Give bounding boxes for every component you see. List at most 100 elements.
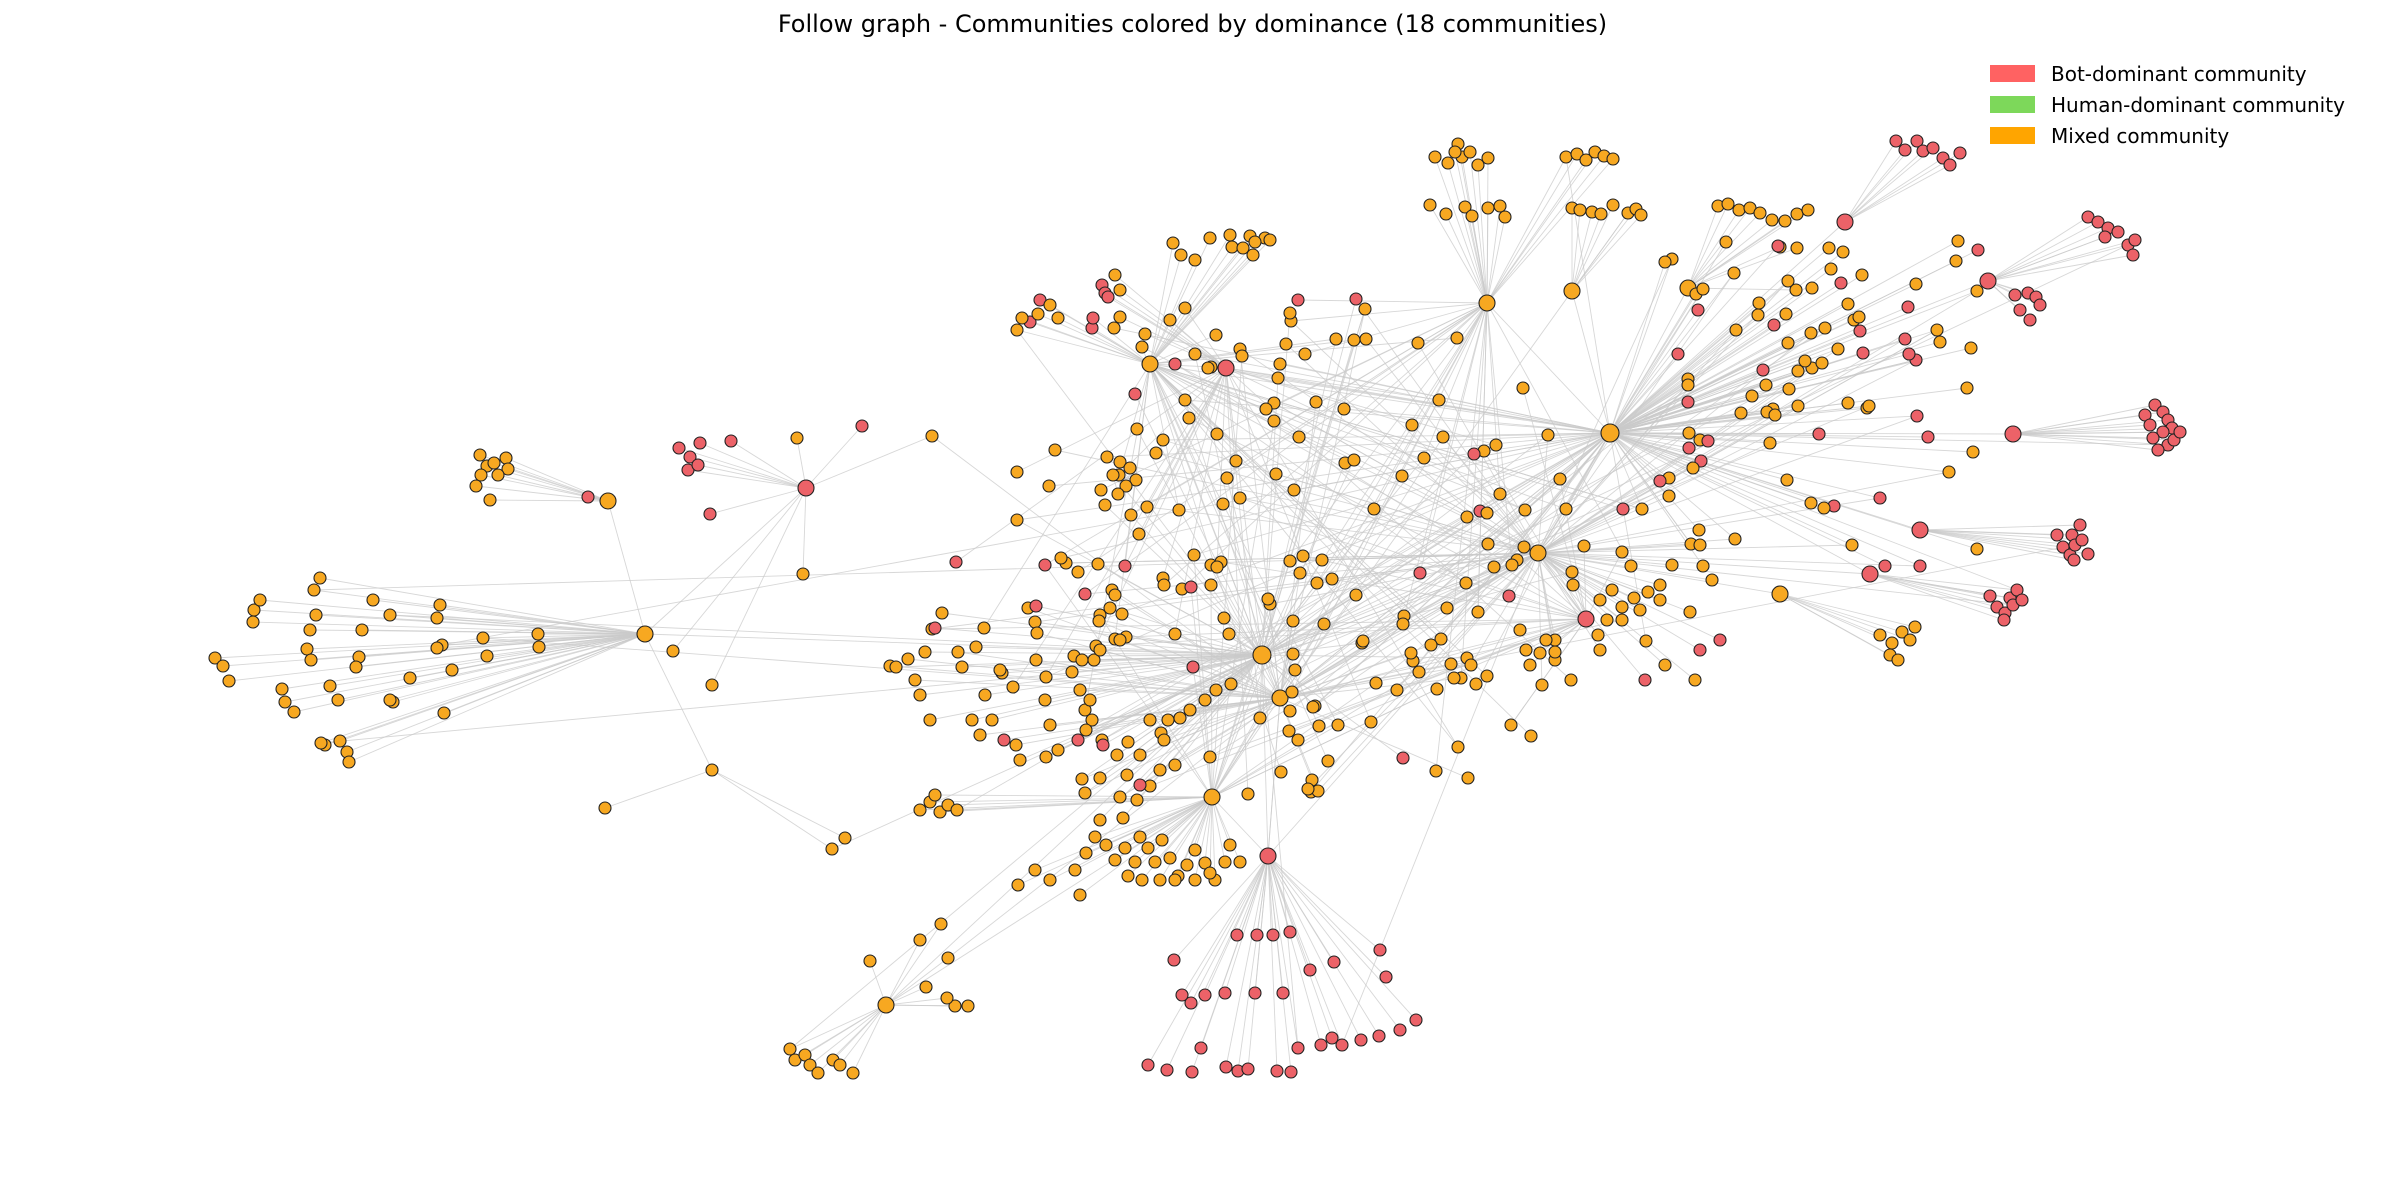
mixed-community-node <box>1960 381 1974 395</box>
mixed-community-node <box>1075 653 1089 667</box>
mixed-community-node <box>1564 673 1578 687</box>
mixed-community-node <box>1210 427 1224 441</box>
mixed-community-node <box>304 653 318 667</box>
graph-edge <box>1084 432 1611 794</box>
mixed-community-node <box>253 593 267 607</box>
mixed-community-node <box>1283 306 1297 320</box>
bot-community-node <box>1372 1029 1386 1043</box>
mixed-community-node <box>1103 601 1117 615</box>
graph-edge <box>451 633 646 671</box>
graph-edge <box>885 997 948 1006</box>
mixed-community-node <box>1306 700 1320 714</box>
graph-edge <box>1016 432 1611 521</box>
graph-edge <box>1919 529 2075 561</box>
bot-community-node <box>1354 1033 1368 1047</box>
graph-edge <box>1844 147 1934 223</box>
graph-edge <box>919 654 1263 696</box>
mixed-community-node <box>796 567 810 581</box>
bot-community-node <box>1771 239 1785 253</box>
bot-community-node <box>1241 1062 1255 1076</box>
graph-edge <box>1779 593 1893 644</box>
mixed-community-node <box>1132 527 1146 541</box>
mixed-community-node <box>1163 851 1177 865</box>
graph-edge <box>1844 157 1944 223</box>
mixed-community-node <box>1166 236 1180 250</box>
graph-edge <box>1179 697 1281 719</box>
graph-edge <box>1609 221 1846 434</box>
graph-edge <box>1049 304 1151 365</box>
mixed-community-node <box>1504 718 1518 732</box>
mixed-community-node <box>1157 578 1171 592</box>
mixed-community-node <box>1594 207 1608 221</box>
mixed-community-node <box>1705 573 1719 587</box>
bot-community-node <box>683 450 697 464</box>
mixed-community-node <box>1970 542 1984 556</box>
graph-edge <box>1019 654 1263 761</box>
mixed-community-node <box>1178 301 1192 315</box>
mixed-community-node <box>1088 830 1102 844</box>
mixed-community-node <box>309 608 323 622</box>
mixed-community-node <box>1533 646 1547 660</box>
graph-edge <box>1016 329 1151 365</box>
mixed-community-node <box>863 954 877 968</box>
graph-edge <box>730 440 807 489</box>
mixed-community-node <box>1073 888 1087 902</box>
graph-edge <box>1537 280 1789 554</box>
legend-label-bot: Bot-dominant community <box>2051 61 2307 86</box>
graph-edge <box>1537 258 1673 554</box>
graph-edge <box>1687 247 1798 289</box>
mixed-community-node <box>1478 294 1496 312</box>
mixed-community-node <box>1686 461 1700 475</box>
mixed-community-node <box>1719 235 1733 249</box>
mixed-community-node <box>1563 282 1581 300</box>
bot-community-node <box>1101 290 1115 304</box>
mixed-community-node <box>1094 483 1108 497</box>
graph-edge <box>1571 214 1642 292</box>
mixed-community-node <box>1759 378 1773 392</box>
bot-community-node <box>1812 427 1826 441</box>
graph-edge <box>1779 593 1899 661</box>
mixed-community-node <box>1130 793 1144 807</box>
mixed-community-node <box>1606 152 1620 166</box>
mixed-community-node <box>1153 763 1167 777</box>
mixed-community-node <box>1121 735 1135 749</box>
graph-edge <box>1869 573 2018 591</box>
mixed-community-node <box>1358 302 1372 316</box>
mixed-community-node <box>499 451 513 465</box>
bot-community-node <box>1291 293 1305 307</box>
graph-edge <box>1149 363 1567 510</box>
graph-edge <box>1267 855 1417 1021</box>
mixed-community-node <box>1524 729 1538 743</box>
mixed-community-node <box>1873 628 1887 642</box>
graph-edge <box>1609 330 1861 434</box>
graph-edge <box>1537 434 1549 554</box>
graph-edge <box>961 654 1263 668</box>
bot-community-node <box>1701 434 1715 448</box>
graph-edge <box>1486 207 1489 304</box>
mixed-community-node <box>1100 450 1114 464</box>
graph-edge <box>1477 164 1488 304</box>
mixed-community-node <box>1135 873 1149 887</box>
mixed-community-node <box>1051 743 1065 757</box>
mixed-community-node <box>1263 233 1277 247</box>
bot-community-node <box>928 621 942 635</box>
mixed-community-node <box>480 649 494 663</box>
graph-edge <box>1254 855 1269 994</box>
graph-edge <box>1486 302 1611 434</box>
mixed-community-node <box>1464 658 1478 672</box>
graph-edge <box>809 1004 887 1066</box>
mixed-community-node <box>1570 147 1584 161</box>
bot-community-node <box>1910 134 1924 148</box>
graph-edge <box>678 447 807 489</box>
bot-community-node <box>1413 566 1427 580</box>
graph-edge <box>1469 151 1488 304</box>
mixed-community-node <box>1138 327 1152 341</box>
graph-edge <box>1261 302 1488 656</box>
mixed-community-node <box>1831 342 1845 356</box>
mixed-community-node <box>1815 356 1829 370</box>
mixed-community-node <box>1182 411 1196 425</box>
mixed-community-node <box>1039 670 1053 684</box>
mixed-community-node <box>1133 830 1147 844</box>
mixed-community-node <box>307 583 321 597</box>
mixed-community-node <box>1817 501 1831 515</box>
